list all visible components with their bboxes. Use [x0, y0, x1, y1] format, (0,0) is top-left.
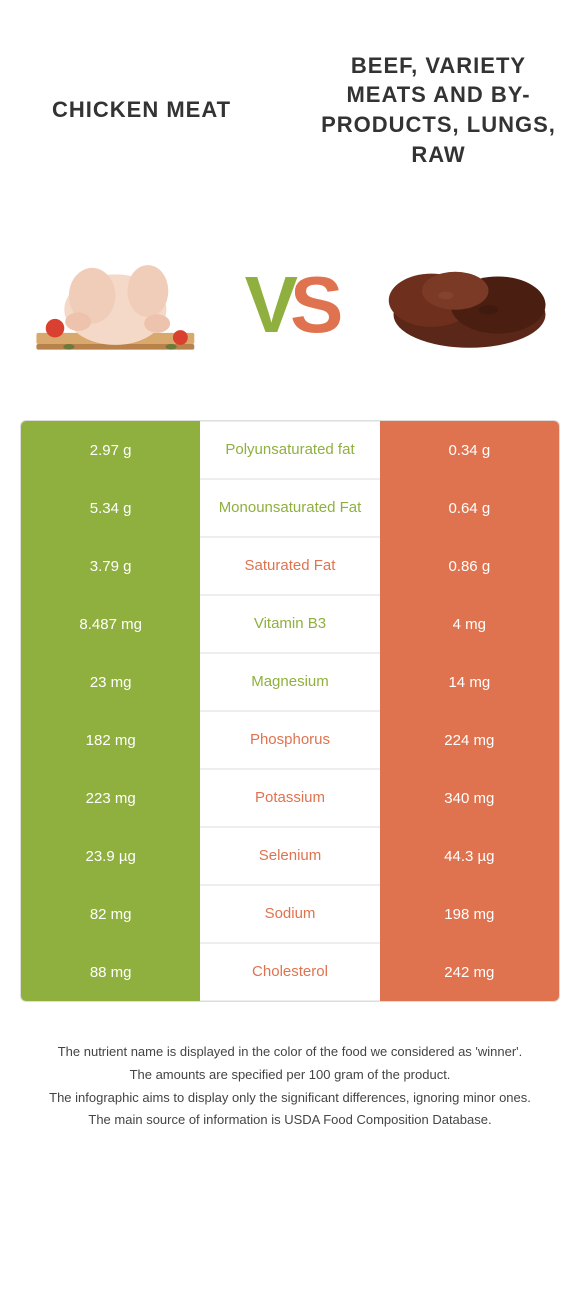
- nutrient-label: Polyunsaturated fat: [200, 421, 379, 479]
- nutrient-label: Vitamin B3: [200, 595, 379, 653]
- titles-row: CHICKEN MEAT BEEF, VARIETY MEATS AND BY-…: [20, 20, 560, 200]
- value-right: 0.34 g: [380, 421, 559, 479]
- title-right: BEEF, VARIETY MEATS AND BY-PRODUCTS, LUN…: [317, 51, 560, 170]
- value-left: 2.97 g: [21, 421, 200, 479]
- chicken-icon: [25, 240, 215, 370]
- nutrient-label: Selenium: [200, 827, 379, 885]
- footer-line-4: The main source of information is USDA F…: [30, 1110, 550, 1131]
- footer-line-1: The nutrient name is displayed in the co…: [30, 1042, 550, 1063]
- table-row: 5.34 gMonounsaturated Fat0.64 g: [21, 479, 559, 537]
- table-row: 182 mgPhosphorus224 mg: [21, 711, 559, 769]
- nutrient-label: Potassium: [200, 769, 379, 827]
- nutrient-table: 2.97 gPolyunsaturated fat0.34 g5.34 gMon…: [20, 420, 560, 1002]
- value-left: 5.34 g: [21, 479, 200, 537]
- footer-line-2: The amounts are specified per 100 gram o…: [30, 1065, 550, 1086]
- nutrient-label: Cholesterol: [200, 943, 379, 1001]
- value-left: 8.487 mg: [21, 595, 200, 653]
- table-row: 3.79 gSaturated Fat0.86 g: [21, 537, 559, 595]
- value-right: 0.64 g: [380, 479, 559, 537]
- table-row: 2.97 gPolyunsaturated fat0.34 g: [21, 421, 559, 479]
- value-right: 340 mg: [380, 769, 559, 827]
- value-left: 82 mg: [21, 885, 200, 943]
- nutrient-label: Sodium: [200, 885, 379, 943]
- value-left: 3.79 g: [21, 537, 200, 595]
- value-right: 4 mg: [380, 595, 559, 653]
- footer-line-3: The infographic aims to display only the…: [30, 1088, 550, 1109]
- table-row: 23.9 µgSelenium44.3 µg: [21, 827, 559, 885]
- table-row: 223 mgPotassium340 mg: [21, 769, 559, 827]
- value-right: 224 mg: [380, 711, 559, 769]
- nutrient-label: Magnesium: [200, 653, 379, 711]
- value-left: 88 mg: [21, 943, 200, 1001]
- table-row: 8.487 mgVitamin B34 mg: [21, 595, 559, 653]
- vs-v: V: [245, 259, 290, 351]
- title-left: CHICKEN MEAT: [20, 95, 263, 125]
- footer-notes: The nutrient name is displayed in the co…: [20, 1042, 560, 1131]
- value-right: 14 mg: [380, 653, 559, 711]
- table-row: 23 mgMagnesium14 mg: [21, 653, 559, 711]
- value-left: 23.9 µg: [21, 827, 200, 885]
- table-row: 82 mgSodium198 mg: [21, 885, 559, 943]
- value-left: 223 mg: [21, 769, 200, 827]
- value-right: 0.86 g: [380, 537, 559, 595]
- value-right: 198 mg: [380, 885, 559, 943]
- nutrient-label: Phosphorus: [200, 711, 379, 769]
- value-right: 44.3 µg: [380, 827, 559, 885]
- value-left: 182 mg: [21, 711, 200, 769]
- beef-image: [360, 235, 560, 375]
- chicken-image: [20, 235, 220, 375]
- images-row: V S: [20, 230, 560, 380]
- nutrient-label: Saturated Fat: [200, 537, 379, 595]
- beef-lungs-icon: [365, 245, 555, 365]
- value-left: 23 mg: [21, 653, 200, 711]
- vs-label: V S: [245, 259, 336, 351]
- table-row: 88 mgCholesterol242 mg: [21, 943, 559, 1001]
- vs-s: S: [290, 259, 335, 351]
- value-right: 242 mg: [380, 943, 559, 1001]
- nutrient-label: Monounsaturated Fat: [200, 479, 379, 537]
